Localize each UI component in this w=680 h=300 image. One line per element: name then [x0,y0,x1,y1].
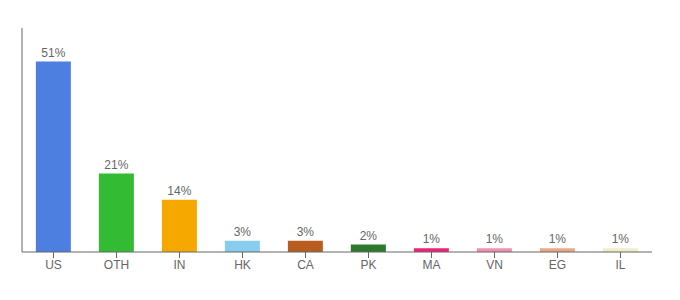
svg-text:CA: CA [297,258,314,272]
svg-text:1%: 1% [423,232,441,246]
svg-text:PK: PK [360,258,376,272]
svg-text:OTH: OTH [104,258,129,272]
svg-text:1%: 1% [486,232,504,246]
svg-text:21%: 21% [104,158,128,172]
svg-text:VN: VN [486,258,503,272]
svg-text:US: US [45,258,62,272]
svg-text:3%: 3% [297,225,315,239]
svg-text:EG: EG [549,258,566,272]
svg-text:1%: 1% [549,232,567,246]
svg-text:14%: 14% [167,184,191,198]
svg-text:2%: 2% [360,229,378,243]
svg-text:1%: 1% [612,232,630,246]
svg-text:HK: HK [234,258,251,272]
svg-text:IL: IL [615,258,625,272]
svg-text:3%: 3% [234,225,252,239]
svg-text:51%: 51% [41,46,65,60]
svg-text:IN: IN [174,258,186,272]
svg-text:MA: MA [423,258,441,272]
